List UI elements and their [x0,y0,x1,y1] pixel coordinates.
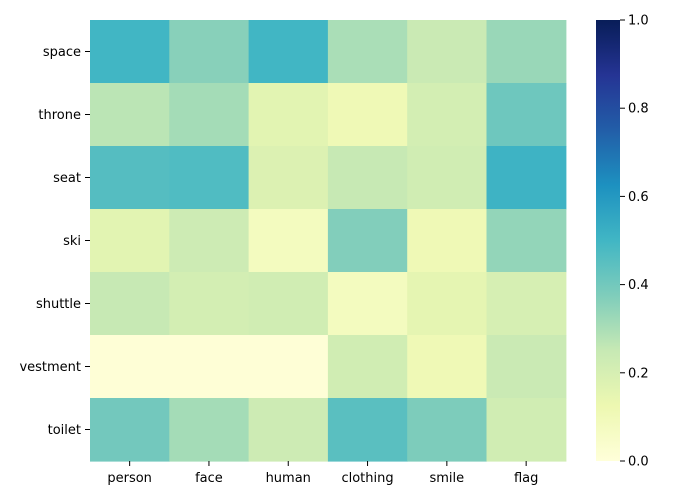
heatmap-cell-space-clothing [327,20,408,84]
y-tick-label-ski: ski [63,234,81,249]
heatmap-cell-ski-face [169,209,250,273]
heatmap-cell-toilet-person [90,398,170,462]
heatmap-cell-toilet-human [248,398,329,462]
heatmap-cell-seat-flag [486,146,567,210]
heatmap-cell-shuttle-person [90,272,170,336]
x-tick-label-clothing: clothing [341,471,393,486]
y-axis-tick-labels: space throne seat ski shuttle vestment toilet [19,45,90,438]
heatmap-cell-toilet-flag [486,398,567,462]
heatmap-cell-vestment-flag [486,335,567,399]
heatmap-cell-shuttle-clothing [327,272,408,336]
heatmap-cell-toilet-face [169,398,250,462]
heatmap-cell-throne-person [90,83,170,147]
heatmap-cell-shuttle-face [169,272,250,336]
colorbar-tick-label: 0.8 [628,102,649,117]
x-axis-tick-labels: person face human clothing smile flag [107,461,538,486]
heatmap-cell-vestment-face [169,335,250,399]
heatmap-cell-seat-person [90,146,170,210]
x-tick-label-human: human [266,471,311,486]
y-tick-label-seat: seat [53,171,81,186]
colorbar-tick-label: 0.2 [628,366,649,381]
heatmap-cell-space-person [90,20,170,84]
heatmap-cell-seat-clothing [327,146,408,210]
x-tick-label-flag: flag [514,471,538,486]
heatmap-cell-throne-face [169,83,250,147]
x-tick-label-smile: smile [430,471,465,486]
colorbar-tick-label: 0.4 [628,278,649,293]
heatmap-cell-shuttle-human [248,272,329,336]
colorbar-tick-label: 0.0 [628,455,649,470]
heatmap-cell-throne-clothing [327,83,408,147]
heatmap-cell-throne-smile [407,83,488,147]
heatmap-cell-vestment-person [90,335,170,399]
heatmap-cell-toilet-clothing [327,398,408,462]
heatmap-cell-space-flag [486,20,567,84]
heatmap-cell-ski-clothing [327,209,408,273]
heatmap-cell-toilet-smile [407,398,488,462]
y-tick-label-throne: throne [38,108,81,123]
heatmap-cell-shuttle-flag [486,272,567,336]
heatmap-cell-space-smile [407,20,488,84]
x-tick-label-person: person [107,471,152,486]
colorbar-ticks: 0.0 0.2 0.4 0.6 0.8 1.0 [620,14,649,470]
x-tick-label-face: face [195,471,223,486]
heatmap-cell-ski-person [90,209,170,273]
heatmap-cell-throne-human [248,83,329,147]
heatmap-cell-seat-face [169,146,250,210]
heatmap-cell-vestment-clothing [327,335,408,399]
heatmap-cell-seat-human [248,146,329,210]
colorbar-tick-label: 0.6 [628,190,649,205]
heatmap-cell-vestment-human [248,335,329,399]
y-tick-label-vestment: vestment [19,360,81,375]
colorbar-tick-label: 1.0 [628,14,649,29]
heatmap-cell-vestment-smile [407,335,488,399]
heatmap-cell-throne-flag [486,83,567,147]
heatmap-cell-shuttle-smile [407,272,488,336]
y-tick-label-shuttle: shuttle [36,297,81,312]
heatmap-cell-ski-flag [486,209,567,273]
heatmap-cell-ski-human [248,209,329,273]
y-tick-label-space: space [43,45,81,60]
heatmap-cell-ski-smile [407,209,488,273]
heatmap-cell-seat-smile [407,146,488,210]
y-tick-label-toilet: toilet [48,423,81,438]
heatmap-cells [90,20,567,462]
heatmap-cell-space-face [169,20,250,84]
heatmap-cell-space-human [248,20,329,84]
colorbar [596,20,620,461]
